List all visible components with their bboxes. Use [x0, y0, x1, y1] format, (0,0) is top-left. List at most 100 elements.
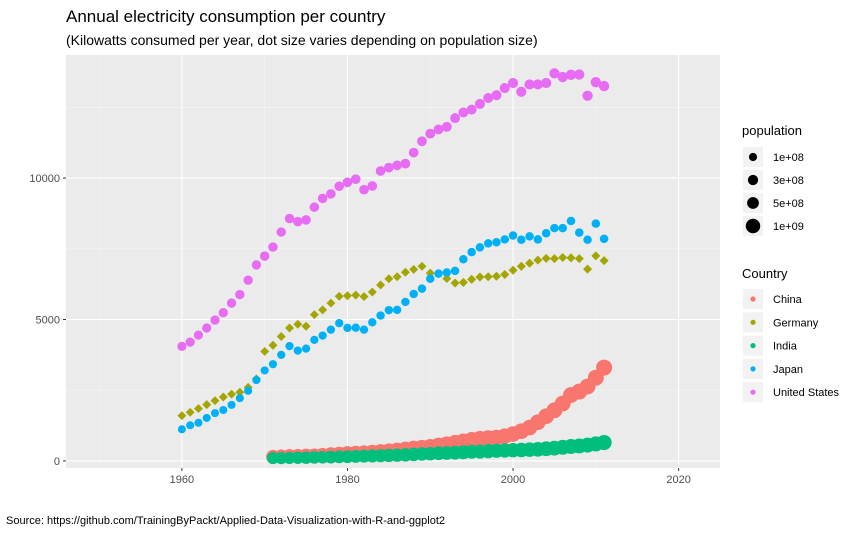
data-point [186, 421, 195, 430]
data-point [467, 274, 477, 284]
data-point [310, 335, 319, 345]
data-point [400, 267, 410, 277]
data-point [499, 83, 510, 94]
data-point [301, 321, 311, 331]
data-point [359, 184, 369, 195]
size-legend-dot [745, 218, 761, 234]
data-point [400, 158, 411, 169]
data-point [293, 216, 303, 227]
data-point [508, 231, 518, 240]
data-point [334, 181, 344, 192]
data-point [284, 213, 295, 224]
data-point [516, 261, 526, 271]
data-point [367, 181, 378, 191]
data-point [475, 243, 485, 252]
country-legend-dot [750, 343, 756, 349]
y-tick-label: 0 [54, 456, 60, 468]
data-point [326, 298, 336, 308]
data-point [483, 239, 493, 248]
data-point [227, 400, 236, 409]
data-point [474, 98, 485, 109]
data-point [276, 331, 286, 341]
data-point [557, 71, 568, 83]
chart-title: Annual electricity consumption per count… [66, 7, 386, 26]
data-point [359, 292, 369, 302]
data-point [500, 235, 510, 244]
data-point [417, 261, 427, 271]
size-legend-label: 5e+08 [773, 198, 804, 210]
country-legend-label: Japan [773, 364, 803, 376]
data-point [235, 387, 245, 397]
data-point [483, 92, 494, 104]
data-point [599, 256, 609, 266]
data-point [343, 323, 352, 333]
x-tick-label: 2020 [666, 474, 690, 486]
data-point [408, 147, 419, 158]
country-legend-label: India [773, 341, 798, 353]
data-point [450, 113, 461, 124]
series-india [266, 434, 612, 465]
data-point [392, 160, 403, 171]
data-point [525, 232, 534, 241]
data-point [433, 124, 444, 135]
data-point [243, 275, 253, 285]
data-point [285, 341, 294, 351]
data-point [317, 193, 328, 204]
data-point [293, 319, 303, 329]
data-point [260, 346, 270, 356]
size-legend-label: 1e+09 [773, 221, 804, 233]
data-point [218, 308, 228, 318]
series-united-states [177, 68, 610, 351]
data-point [244, 386, 253, 395]
data-point [533, 235, 543, 244]
country-legend-label: Germany [773, 317, 819, 329]
data-point [596, 359, 613, 376]
y-tick-label: 5000 [36, 314, 60, 326]
data-point [599, 234, 609, 244]
data-point [193, 330, 204, 340]
data-point [442, 268, 452, 277]
data-point [376, 311, 385, 320]
data-point [425, 268, 435, 278]
data-point [582, 90, 593, 101]
data-point [459, 254, 468, 264]
data-point [426, 274, 435, 283]
data-points [177, 68, 613, 465]
data-point [301, 215, 311, 225]
data-point [574, 69, 585, 80]
data-point [500, 269, 510, 280]
data-point [351, 323, 360, 332]
data-point [574, 254, 584, 264]
data-point [425, 128, 436, 139]
data-point [268, 360, 278, 369]
y-tick-label: 10000 [29, 173, 60, 185]
x-tick-label: 1980 [335, 474, 359, 486]
data-point [590, 76, 602, 88]
data-point [301, 344, 311, 353]
data-point [335, 318, 344, 328]
data-point [566, 216, 576, 226]
data-point [533, 255, 543, 265]
size-legend-dot [747, 197, 759, 209]
data-point [194, 404, 203, 414]
data-point [434, 269, 443, 278]
country-legend-label: China [773, 294, 803, 306]
data-point [417, 284, 427, 293]
size-legend-label: 3e+08 [773, 175, 804, 187]
data-point [277, 350, 286, 359]
x-tick-label: 2000 [501, 474, 525, 486]
data-point [524, 79, 535, 90]
series-japan [177, 216, 609, 434]
data-point [442, 273, 452, 283]
data-point [219, 405, 228, 415]
data-point [392, 305, 402, 315]
data-point [450, 266, 460, 276]
data-point [218, 392, 228, 402]
data-point [177, 341, 187, 351]
data-point [359, 325, 369, 334]
data-point [368, 318, 377, 327]
data-point [550, 223, 559, 233]
data-point [260, 366, 269, 375]
data-point [235, 394, 244, 403]
data-point [549, 68, 560, 79]
